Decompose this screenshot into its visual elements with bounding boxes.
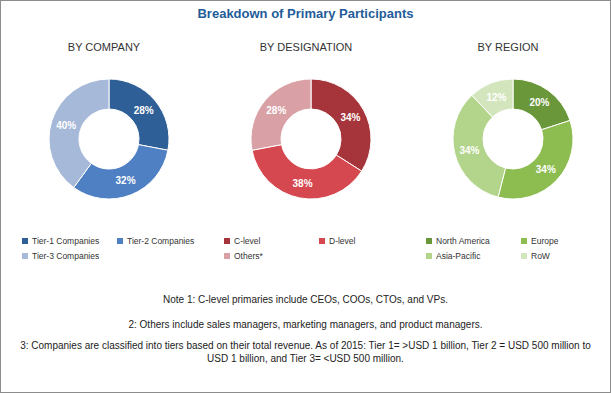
html-text:Tier-2 Companies: Tier-2 Companies: [127, 236, 195, 246]
html-text:C-level: C-level: [234, 236, 261, 246]
svg-text:34%: 34%: [536, 164, 556, 175]
html-text:3: Companies are classified in: 3: Companies are classified into tiers b…: [20, 340, 591, 364]
html-text:Tier-3 Companies: Tier-3 Companies: [32, 251, 100, 261]
svg-text:34%: 34%: [340, 112, 360, 123]
html-text:Breakdown of Primary Participa: Breakdown of Primary Participants: [197, 6, 414, 21]
html-text:Europe: Europe: [531, 236, 559, 246]
html-text:2: Others include sales manage: 2: Others include sales managers, market…: [128, 319, 483, 330]
html-text:North America: North America: [436, 236, 490, 246]
svg-text:32%: 32%: [116, 175, 136, 186]
svg-text:34%: 34%: [459, 145, 479, 156]
svg-text:20%: 20%: [529, 97, 549, 108]
html-text:Note 1: C-level primaries incl: Note 1: C-level primaries include CEOs, …: [163, 294, 448, 305]
html-text:BY REGION: BY REGION: [477, 41, 539, 53]
html-text:BY COMPANY: BY COMPANY: [67, 41, 141, 53]
svg-text:12%: 12%: [486, 92, 506, 103]
html-text:Asia-Pacific: Asia-Pacific: [436, 251, 481, 261]
html-text:D-level: D-level: [329, 236, 356, 246]
html-text:BY DESIGNATION: BY DESIGNATION: [259, 41, 353, 53]
html-text:Tier-1 Companies: Tier-1 Companies: [32, 236, 100, 246]
html-text:Others*: Others*: [234, 251, 263, 261]
svg-text:40%: 40%: [56, 120, 76, 131]
svg-text:28%: 28%: [266, 105, 286, 116]
html-text:RoW: RoW: [531, 251, 550, 261]
svg-text:38%: 38%: [293, 178, 313, 189]
svg-text:28%: 28%: [134, 105, 154, 116]
